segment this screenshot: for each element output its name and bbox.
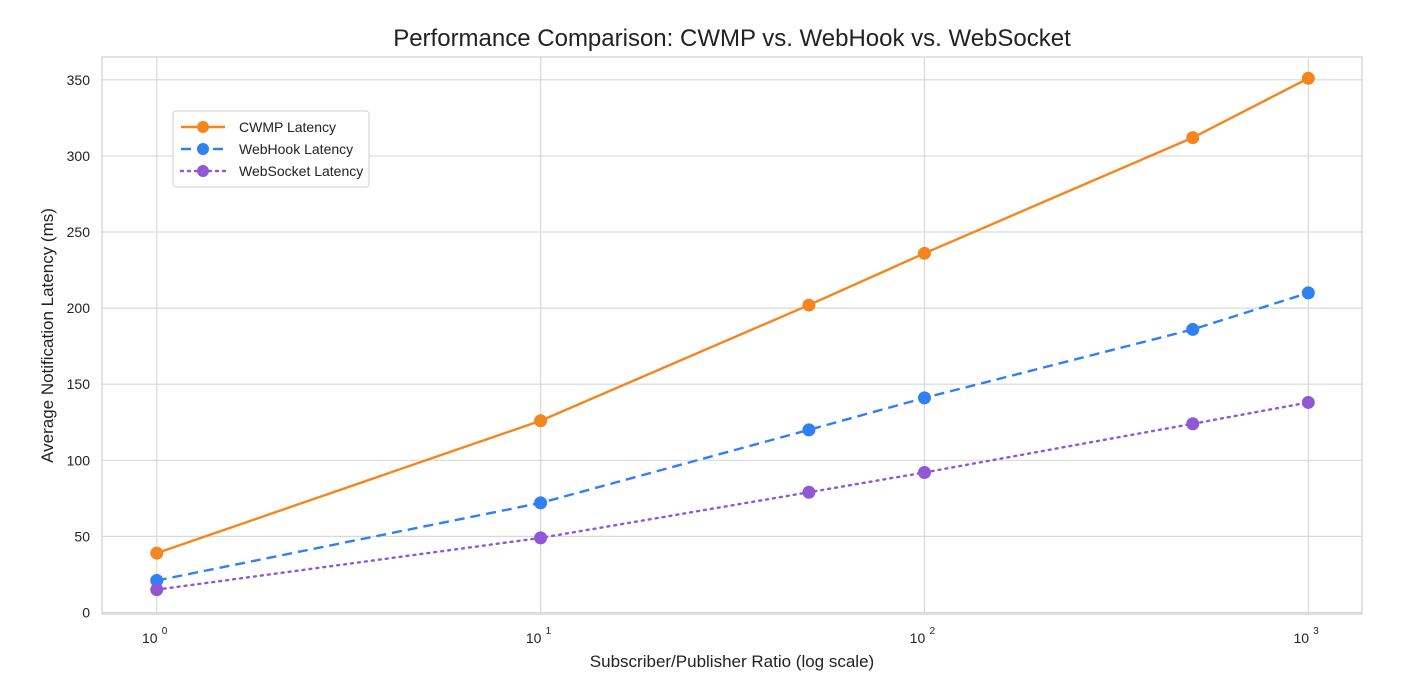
data-point (917, 391, 931, 405)
series-line (156, 291, 1309, 582)
x-tick-base: 10 (1294, 630, 1310, 646)
legend-item: CWMP Latency (181, 119, 336, 135)
y-tick-label: 250 (67, 224, 91, 240)
x-ticks-layer: 10 0 10 1 10 2 10 3 (142, 626, 1319, 646)
x-tick-base: 10 (910, 630, 926, 646)
data-point (1186, 322, 1200, 336)
data-point (1186, 131, 1200, 145)
data-point (534, 531, 548, 545)
y-tick-label: 50 (74, 528, 90, 544)
data-point (1186, 417, 1200, 431)
y-tick-label: 300 (67, 148, 91, 164)
data-point (802, 298, 816, 312)
legend-label: WebHook Latency (239, 141, 353, 157)
x-tick-base: 10 (526, 630, 542, 646)
data-point (1301, 395, 1315, 409)
y-tick-label: 350 (67, 72, 91, 88)
series-line (156, 77, 1309, 555)
y-tick-label: 0 (82, 604, 90, 620)
series-3 (150, 395, 1315, 597)
series-2 (150, 286, 1315, 588)
series-layer (150, 71, 1315, 597)
legend-label: CWMP Latency (239, 119, 336, 135)
chart-title: Performance Comparison: CWMP vs. WebHook… (393, 25, 1071, 52)
legend-label: WebSocket Latency (239, 163, 363, 179)
data-point (1301, 286, 1315, 300)
y-tick-label: 100 (67, 452, 91, 468)
y-tick-label: 150 (67, 376, 91, 392)
legend-item: WebSocket Latency (179, 163, 363, 179)
data-point (802, 485, 816, 499)
plot-frame (101, 56, 1363, 615)
x-tick-exponent: 0 (162, 626, 168, 637)
data-point (534, 414, 548, 428)
y-axis-label: Average Notification Latency (ms) (38, 208, 57, 463)
legend-marker (197, 165, 209, 177)
data-point (1301, 71, 1315, 85)
data-point (150, 583, 164, 597)
series-line (155, 401, 1310, 591)
data-point (917, 246, 931, 260)
data-point (150, 546, 164, 560)
y-ticks-layer: 0 50 100 150 200 250 300 350 (67, 72, 91, 621)
x-tick-base: 10 (142, 630, 158, 646)
x-axis-label: Subscriber/Publisher Ratio (log scale) (590, 652, 874, 671)
legend-box (172, 110, 370, 188)
legend-item: WebHook Latency (181, 141, 353, 157)
legend-marker (197, 143, 209, 155)
x-tick-exponent: 1 (546, 626, 552, 637)
x-tick-exponent: 3 (1313, 626, 1319, 637)
legend: CWMP Latency WebHook Latency WebSocket Lat… (172, 110, 370, 188)
data-point (534, 496, 548, 510)
x-tick-exponent: 2 (929, 626, 935, 637)
series-1 (150, 71, 1315, 560)
data-point (802, 423, 816, 437)
legend-marker (197, 121, 209, 133)
y-tick-label: 200 (67, 300, 91, 316)
data-point (917, 465, 931, 479)
